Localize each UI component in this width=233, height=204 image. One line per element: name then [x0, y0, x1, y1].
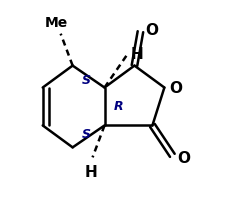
Text: Me: Me	[45, 16, 68, 30]
Text: O: O	[145, 23, 158, 38]
Text: R: R	[114, 100, 123, 112]
Text: H: H	[130, 47, 143, 62]
Text: H: H	[84, 164, 97, 180]
Text: O: O	[169, 81, 182, 95]
Text: O: O	[177, 150, 190, 165]
Text: S: S	[82, 127, 91, 140]
Text: S: S	[82, 74, 91, 87]
